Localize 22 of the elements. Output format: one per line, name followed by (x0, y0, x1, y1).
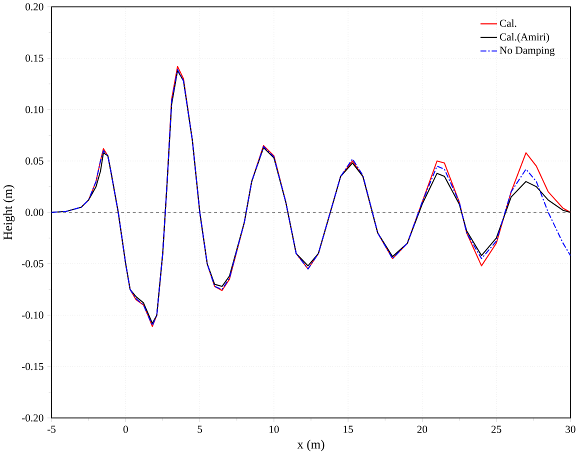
legend-label: Cal. (500, 19, 516, 27)
legend-label: No Damping (500, 46, 555, 56)
y-tick-label: 0.05 (26, 157, 44, 164)
y-tick-label: 0.15 (26, 54, 44, 62)
y-tick-label: 0.20 (26, 3, 44, 10)
legend-label: Cal.(Amiri) (500, 32, 550, 42)
x-tick-label: 20 (417, 426, 428, 433)
x-tick-label: 15 (344, 426, 353, 433)
y-tick-label: 0.10 (26, 106, 44, 114)
x-tick-label: 25 (491, 426, 502, 433)
y-tick-label: 0.00 (26, 208, 44, 216)
x-axis-title: x (m) (297, 440, 324, 451)
y-axis-title: Height (m) (3, 184, 15, 240)
y-tick-label: -0.05 (22, 260, 44, 268)
y-tick-label: -0.10 (22, 311, 44, 319)
x-tick-label: 10 (270, 426, 279, 433)
x-tick-label: 30 (566, 426, 576, 433)
y-tick-label: -0.15 (22, 362, 44, 370)
y-tick-label: -0.20 (22, 414, 44, 422)
x-tick-label: 0 (123, 426, 128, 433)
x-tick-label: 5 (198, 426, 202, 433)
x-tick-label: -5 (47, 426, 56, 433)
